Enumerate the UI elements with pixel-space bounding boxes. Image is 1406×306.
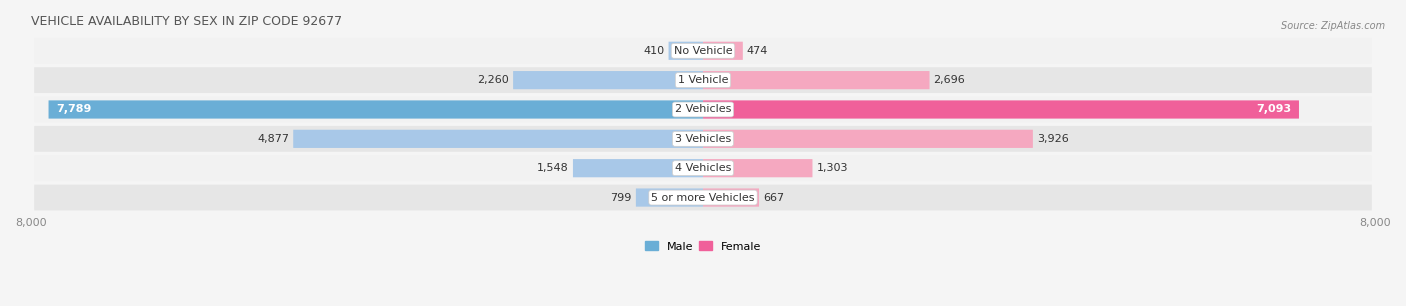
FancyBboxPatch shape — [34, 97, 1372, 122]
FancyBboxPatch shape — [294, 130, 703, 148]
FancyBboxPatch shape — [572, 159, 703, 177]
Text: 474: 474 — [747, 46, 768, 56]
Text: 7,093: 7,093 — [1256, 104, 1291, 114]
Text: 4,877: 4,877 — [257, 134, 290, 144]
FancyBboxPatch shape — [34, 185, 1372, 211]
Text: 1 Vehicle: 1 Vehicle — [678, 75, 728, 85]
Text: 2,260: 2,260 — [477, 75, 509, 85]
FancyBboxPatch shape — [34, 126, 1372, 152]
FancyBboxPatch shape — [703, 100, 1299, 119]
Text: 1,548: 1,548 — [537, 163, 569, 173]
FancyBboxPatch shape — [703, 130, 1033, 148]
Text: 3 Vehicles: 3 Vehicles — [675, 134, 731, 144]
Text: 1,303: 1,303 — [817, 163, 848, 173]
FancyBboxPatch shape — [34, 155, 1372, 181]
Text: 667: 667 — [763, 192, 785, 203]
FancyBboxPatch shape — [34, 67, 1372, 93]
FancyBboxPatch shape — [703, 42, 742, 60]
Text: 410: 410 — [644, 46, 665, 56]
Text: 5 or more Vehicles: 5 or more Vehicles — [651, 192, 755, 203]
Text: Source: ZipAtlas.com: Source: ZipAtlas.com — [1281, 21, 1385, 32]
Text: 3,926: 3,926 — [1036, 134, 1069, 144]
FancyBboxPatch shape — [513, 71, 703, 89]
FancyBboxPatch shape — [703, 188, 759, 207]
Text: 4 Vehicles: 4 Vehicles — [675, 163, 731, 173]
FancyBboxPatch shape — [703, 159, 813, 177]
Text: No Vehicle: No Vehicle — [673, 46, 733, 56]
FancyBboxPatch shape — [668, 42, 703, 60]
FancyBboxPatch shape — [49, 100, 703, 119]
Text: VEHICLE AVAILABILITY BY SEX IN ZIP CODE 92677: VEHICLE AVAILABILITY BY SEX IN ZIP CODE … — [31, 15, 342, 28]
Text: 799: 799 — [610, 192, 631, 203]
FancyBboxPatch shape — [34, 38, 1372, 64]
Text: 2,696: 2,696 — [934, 75, 966, 85]
Legend: Male, Female: Male, Female — [640, 237, 766, 256]
FancyBboxPatch shape — [703, 71, 929, 89]
Text: 2 Vehicles: 2 Vehicles — [675, 104, 731, 114]
FancyBboxPatch shape — [636, 188, 703, 207]
Text: 7,789: 7,789 — [56, 104, 91, 114]
